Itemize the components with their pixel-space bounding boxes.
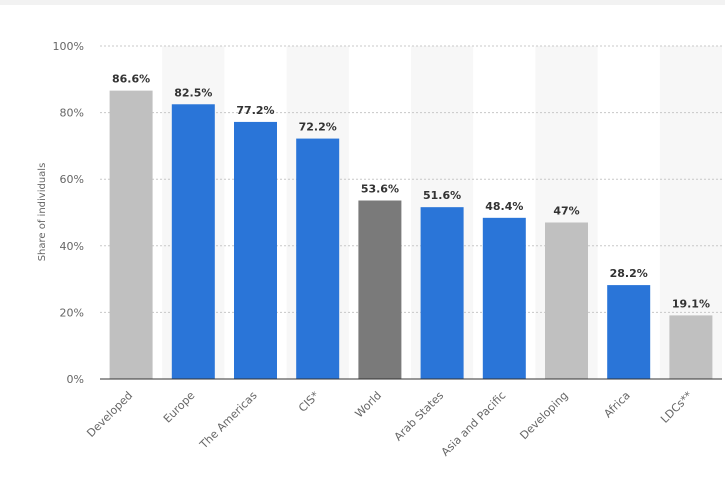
y-tick-label: 80%	[60, 107, 84, 120]
x-tick-label: Asia and Pacific	[439, 389, 509, 459]
bar	[358, 200, 402, 379]
x-tick-label: LDCs**	[658, 389, 695, 426]
bar	[171, 104, 215, 380]
y-tick-label: 40%	[60, 240, 84, 253]
x-tick-label: Africa	[601, 389, 632, 420]
x-tick-label: Arab States	[392, 389, 447, 444]
data-label: 48.4%	[485, 200, 523, 213]
data-label: 77.2%	[236, 104, 274, 117]
data-label: 82.5%	[174, 86, 212, 99]
data-label: 53.6%	[361, 183, 399, 196]
bar	[296, 138, 340, 379]
x-tick-label: Developing	[517, 389, 570, 442]
data-label: 19.1%	[672, 297, 710, 310]
bar	[420, 207, 464, 379]
bar	[669, 315, 713, 379]
x-tick-label: World	[353, 389, 384, 420]
bar	[482, 217, 526, 379]
bar	[109, 90, 153, 379]
bar	[545, 222, 588, 379]
y-tick-label: 0%	[67, 373, 84, 386]
bar	[607, 285, 651, 379]
data-label: 72.2%	[299, 121, 337, 134]
y-tick-label: 100%	[53, 40, 84, 53]
x-tick-label: Europe	[161, 389, 198, 426]
data-label: 51.6%	[423, 189, 461, 202]
data-label: 86.6%	[112, 73, 150, 86]
y-tick-label: 20%	[60, 306, 84, 319]
data-label: 47%	[553, 204, 579, 217]
y-tick-label: 60%	[60, 173, 84, 186]
data-label: 28.2%	[610, 267, 648, 280]
x-tick-label: CIS*	[296, 389, 322, 415]
y-axis-label: Share of individuals	[37, 163, 48, 262]
bar	[234, 121, 277, 379]
x-tick-label: The Americas	[197, 389, 260, 452]
x-tick-label: Developed	[84, 389, 135, 440]
